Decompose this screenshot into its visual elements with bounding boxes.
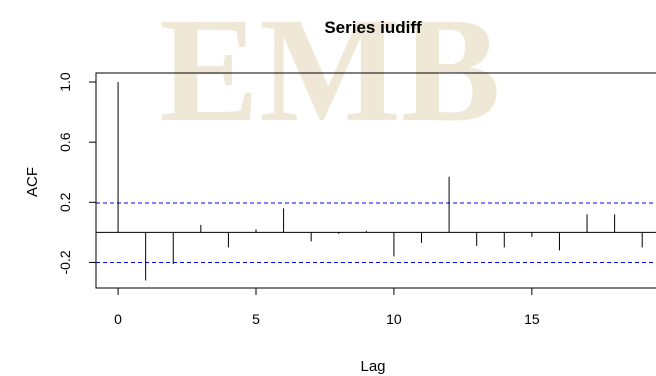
background-watermark: EMB bbox=[159, 0, 501, 153]
y-tick-label: 0.2 bbox=[57, 192, 73, 212]
x-tick-label: 15 bbox=[524, 311, 540, 327]
acf-spikes bbox=[117, 82, 643, 281]
y-axis: -0.2 0.2 0.6 1.0 bbox=[57, 72, 97, 275]
x-axis-label: Lag bbox=[360, 358, 385, 375]
y-tick-label: 1.0 bbox=[57, 72, 73, 92]
y-tick-label: 0.6 bbox=[57, 132, 73, 152]
x-tick-label: 0 bbox=[114, 311, 122, 327]
y-tick-label: -0.2 bbox=[57, 250, 73, 274]
chart-title: Series iudiff bbox=[324, 18, 422, 37]
x-tick-label: 10 bbox=[386, 311, 402, 327]
y-axis-label: ACF bbox=[24, 167, 41, 197]
x-tick-label: 5 bbox=[252, 311, 260, 327]
x-axis: 0 5 10 15 bbox=[114, 287, 540, 327]
confidence-bounds bbox=[96, 202, 656, 263]
